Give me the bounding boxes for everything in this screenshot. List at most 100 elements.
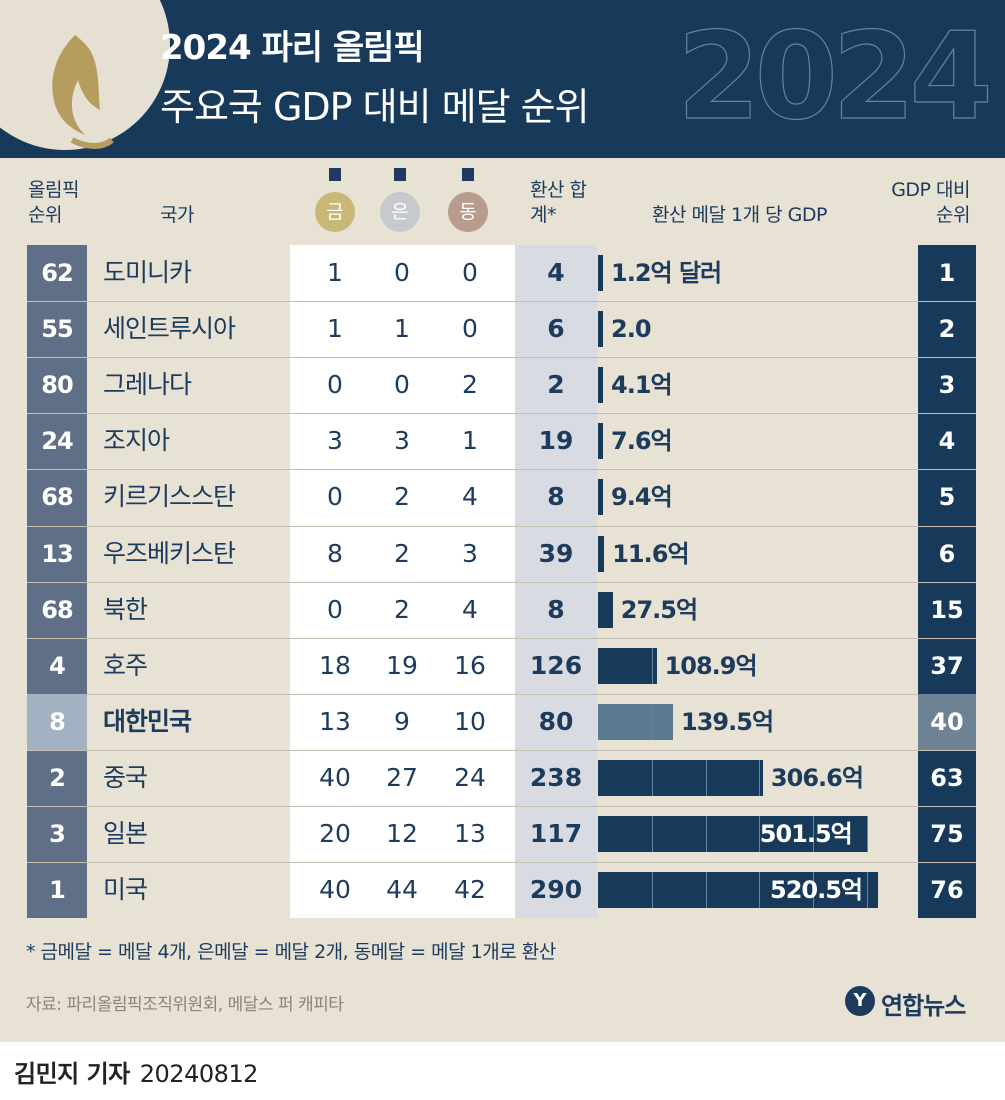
- medal-total: 80: [538, 706, 574, 736]
- bronze-count: 0: [462, 314, 478, 344]
- bronze-count: 0: [462, 258, 478, 287]
- gdp-value-label: 1.2억 달러: [611, 259, 722, 287]
- row-divider: [27, 637, 976, 639]
- country-name: 조지아: [103, 426, 170, 456]
- table-row: 3 일본 20 12 13 117 501.5억 75: [0, 806, 1005, 862]
- gold-count: 0: [327, 482, 343, 512]
- gdp-bar: [598, 255, 603, 291]
- agency-name: 연합뉴스: [881, 992, 966, 1020]
- table-row: 55 세인트루시아 1 1 0 6 2.0 2: [0, 301, 1005, 357]
- medal-total: 2: [547, 370, 565, 400]
- gold-ribbon: [329, 168, 341, 181]
- page-subtitle: 주요국 GDP 대비 메달 순위: [160, 85, 590, 129]
- col-header-total: 환산 합계*: [530, 179, 587, 226]
- gold-count: 1: [327, 258, 343, 287]
- silver-count: 44: [386, 875, 418, 905]
- country-name: 그레나다: [103, 370, 192, 400]
- olympic-rank: 24: [41, 427, 73, 456]
- gdp-bar: [598, 535, 605, 572]
- bronze-count: 13: [454, 819, 486, 848]
- olympic-rank: 13: [41, 539, 73, 568]
- row-divider: [27, 469, 976, 471]
- olympic-rank: 55: [41, 315, 73, 344]
- table-row: 62 도미니카 1 0 0 4 1.2억 달러 1: [0, 245, 1005, 301]
- medal-total: 8: [547, 482, 565, 512]
- olympic-rank: 1: [49, 876, 66, 905]
- olympic-rank: 68: [41, 595, 73, 624]
- table-row: 1 미국 40 44 42 290 520.5억 76: [0, 862, 1005, 918]
- olympic-logo: [0, 0, 170, 150]
- gdp-bar: [598, 703, 674, 740]
- gdp-rank: 3: [938, 371, 956, 400]
- gdp-bar: [598, 816, 868, 852]
- gdp-rank-column: [918, 245, 976, 918]
- silver-count: 12: [386, 819, 418, 848]
- gold-count: 8: [327, 538, 343, 568]
- gdp-rank: 2: [938, 315, 956, 344]
- olympic-rank: 68: [41, 483, 73, 512]
- table-row: 80 그레나다 0 0 2 2 4.1억 3: [0, 357, 1005, 413]
- gold-count: 13: [319, 706, 351, 736]
- bronze-ribbon: [462, 168, 474, 181]
- silver-count: 0: [394, 258, 410, 287]
- table-row: 68 키르기스스탄 0 2 4 8 9.4억 5: [0, 469, 1005, 525]
- col-header-gdp-per-medal: 환산 메달 1개 당 GDP: [652, 204, 827, 226]
- table-row: 68 북한 0 2 4 8 27.5억 15: [0, 582, 1005, 638]
- row-divider: [27, 693, 976, 695]
- table-row: 8 대한민국 13 9 10 80 139.5억 40: [0, 693, 1005, 750]
- col-header-country: 국가: [160, 204, 194, 226]
- silver-count: 27: [386, 762, 418, 792]
- bronze-count: 4: [462, 594, 478, 624]
- total-column: [515, 245, 597, 918]
- country-name: 북한: [103, 594, 148, 624]
- agency-logo: Y 연합뉴스: [845, 982, 985, 1022]
- gdp-value-label: 501.5억: [759, 820, 853, 848]
- page-title: 2024 파리 올림픽: [160, 28, 425, 68]
- gdp-value-label: 11.6억: [612, 539, 689, 568]
- silver-count: 2: [394, 482, 410, 512]
- publish-date: 20240812: [139, 1060, 259, 1088]
- country-name: 키르기스스탄: [103, 482, 236, 512]
- footnote: * 금메달 = 메달 4개, 은메달 = 메달 2개, 동메달 = 메달 1개로…: [26, 941, 556, 963]
- silver-medal-header: 은: [380, 192, 420, 232]
- year-watermark: 2024: [676, 7, 993, 147]
- medal-total: 290: [529, 875, 583, 905]
- row-divider: [27, 301, 976, 303]
- olympic-rank: 80: [41, 371, 73, 400]
- silver-count: 3: [394, 426, 410, 456]
- silver-ribbon: [394, 168, 406, 181]
- medal-total: 117: [529, 819, 583, 848]
- bar-segment-line: [759, 816, 761, 852]
- gold-count: 20: [319, 819, 351, 848]
- bronze-count: 24: [454, 762, 486, 792]
- row-divider: [27, 525, 976, 527]
- olympic-rank: 2: [49, 763, 66, 792]
- country-name: 도미니카: [103, 258, 192, 287]
- table-row: 24 조지아 3 3 1 19 7.6억 4: [0, 413, 1005, 469]
- row-divider: [27, 806, 976, 807]
- bar-segment-line: [813, 872, 815, 909]
- country-name: 세인트루시아: [103, 314, 236, 344]
- col-header-gdp-rank: GDP 대비 순위: [891, 179, 970, 226]
- agency-icon: Y: [845, 986, 875, 1016]
- gdp-value-label: 2.0: [611, 315, 652, 344]
- gdp-bar: [598, 311, 603, 348]
- country-name: 일본: [103, 819, 148, 848]
- gdp-bar: [598, 591, 613, 628]
- highlight-rank-cell: [27, 693, 87, 750]
- country-name: 중국: [103, 762, 148, 792]
- country-name: 대한민국: [103, 706, 192, 736]
- bar-segment-line: [759, 759, 761, 796]
- table-row: 4 호주 18 19 16 126 108.9억 37: [0, 638, 1005, 694]
- country-name: 우즈베키스탄: [103, 538, 236, 568]
- reporter-name: 김민지 기자: [14, 1060, 130, 1088]
- col-header-olympic-rank: 올림픽 순위: [28, 179, 79, 226]
- bar-segment-line: [651, 872, 653, 909]
- gdp-bar: [598, 479, 604, 516]
- bar-segment-line: [813, 816, 815, 852]
- olympic-rank: 3: [49, 820, 66, 848]
- bronze-count: 1: [462, 426, 478, 456]
- bronze-medal-header: 동: [448, 192, 488, 232]
- gdp-rank: 63: [930, 763, 964, 792]
- gdp-rank: 75: [930, 820, 964, 848]
